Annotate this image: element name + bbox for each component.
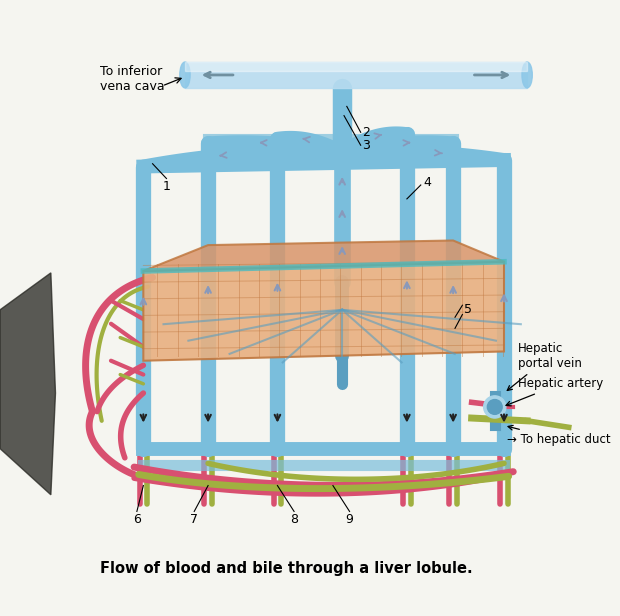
Text: 3: 3 [363, 139, 370, 152]
Circle shape [487, 400, 502, 415]
Text: → To hepatic duct: → To hepatic duct [507, 426, 611, 446]
Polygon shape [143, 262, 504, 361]
Polygon shape [143, 240, 504, 271]
Bar [185, 62, 527, 71]
Text: To inferior
vena cava: To inferior vena cava [100, 65, 164, 92]
Text: 1: 1 [162, 180, 170, 193]
Text: 7: 7 [190, 513, 198, 526]
Text: 5: 5 [464, 303, 472, 317]
Ellipse shape [522, 62, 533, 88]
Text: 2: 2 [363, 126, 370, 139]
Text: Hepatic
portal vein: Hepatic portal vein [507, 342, 582, 391]
Ellipse shape [180, 62, 190, 88]
Text: Hepatic artery: Hepatic artery [506, 378, 603, 406]
Text: 9: 9 [345, 513, 353, 526]
Circle shape [484, 396, 506, 418]
Text: 8: 8 [290, 513, 298, 526]
Text: Flow of blood and bile through a liver lobule.: Flow of blood and bile through a liver l… [100, 561, 473, 577]
Text: 4: 4 [423, 176, 432, 188]
Polygon shape [0, 273, 55, 495]
Text: 6: 6 [133, 513, 141, 526]
Bar [185, 62, 527, 88]
